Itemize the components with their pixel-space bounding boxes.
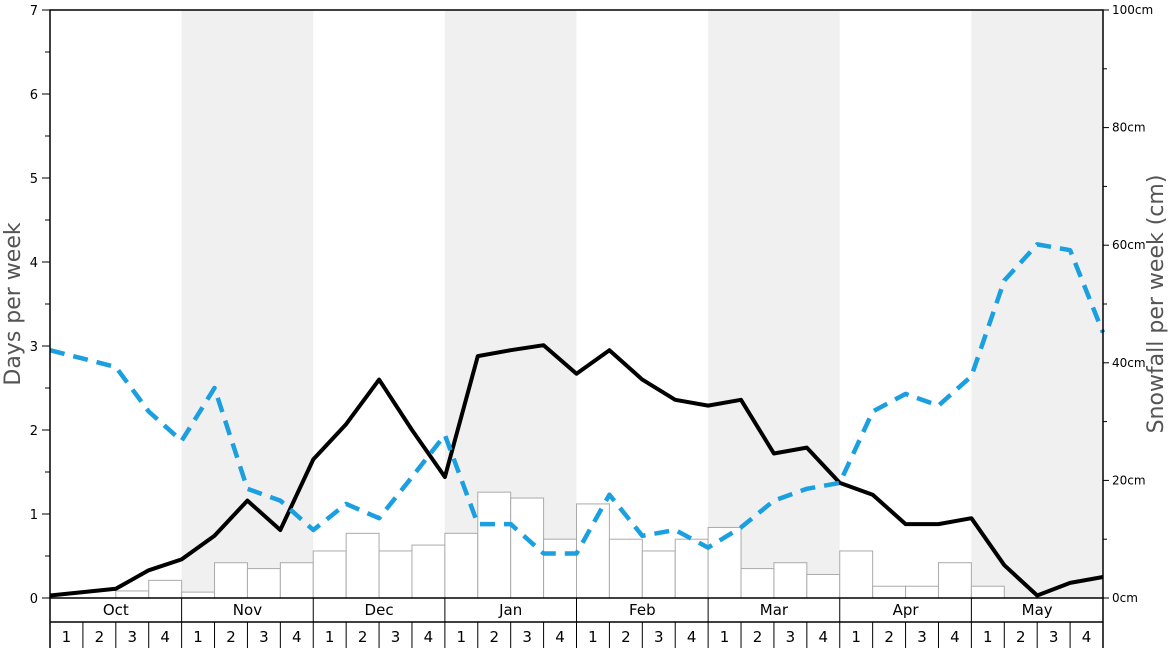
week-label: 2 bbox=[95, 628, 105, 646]
week-label: 2 bbox=[621, 628, 631, 646]
left-tick-label: 5 bbox=[30, 172, 38, 187]
month-shade-mar bbox=[708, 10, 840, 598]
week-label: 3 bbox=[522, 628, 532, 646]
snowfall-bar bbox=[608, 538, 643, 599]
month-label: Feb bbox=[629, 601, 656, 619]
dashed-line bbox=[49, 242, 1106, 556]
week-label: 2 bbox=[884, 628, 894, 646]
month-label: Oct bbox=[103, 601, 129, 619]
snowfall-bar bbox=[246, 568, 281, 599]
week-label: 3 bbox=[654, 628, 664, 646]
snowfall-bar bbox=[674, 538, 709, 599]
week-label: 2 bbox=[1016, 628, 1026, 646]
week-label: 4 bbox=[292, 628, 302, 646]
left-tick-label: 1 bbox=[30, 508, 38, 523]
right-tick-label: 60cm bbox=[1112, 238, 1146, 252]
week-label: 1 bbox=[851, 628, 861, 646]
snowfall-bar bbox=[444, 532, 479, 599]
month-label: Jan bbox=[498, 601, 522, 619]
month-label: Apr bbox=[893, 601, 920, 619]
left-axis: 0 1 2 3 4 5 6 7 bbox=[30, 4, 50, 607]
month-shade-may bbox=[971, 10, 1103, 598]
week-label: 2 bbox=[226, 628, 236, 646]
week-label: 4 bbox=[819, 628, 829, 646]
snowfall-bar bbox=[312, 550, 347, 599]
month-label: May bbox=[1022, 601, 1053, 619]
week-label: 1 bbox=[62, 628, 72, 646]
month-label: Nov bbox=[233, 601, 262, 619]
week-label: 3 bbox=[786, 628, 796, 646]
month-shading bbox=[181, 10, 1103, 598]
snowfall-bars bbox=[115, 491, 1005, 599]
week-label: 4 bbox=[160, 628, 170, 646]
right-tick-label: 40cm bbox=[1112, 356, 1146, 370]
week-label: 1 bbox=[325, 628, 335, 646]
snowfall-bar bbox=[970, 585, 1005, 599]
y-axis-label-left: Days per week bbox=[1, 222, 26, 385]
snowfall-bar bbox=[872, 585, 907, 599]
snowfall-bar bbox=[543, 538, 577, 599]
snowfall-bar bbox=[576, 503, 610, 599]
snowfall-bar bbox=[905, 585, 939, 599]
solid-line bbox=[49, 343, 1104, 598]
week-label: 2 bbox=[753, 628, 763, 646]
right-tick-label: 80cm bbox=[1112, 121, 1146, 135]
snowfall-bar bbox=[378, 550, 413, 599]
week-label: 4 bbox=[950, 628, 960, 646]
week-label: 3 bbox=[127, 628, 137, 646]
snowfall-bar bbox=[279, 562, 314, 599]
snowfall-bar bbox=[477, 491, 512, 599]
right-tick-label: 100cm bbox=[1112, 3, 1153, 17]
month-label: Mar bbox=[760, 601, 789, 619]
left-tick-label: 0 bbox=[30, 592, 38, 607]
right-tick-label: 20cm bbox=[1112, 473, 1146, 487]
snowfall-bar bbox=[411, 544, 446, 599]
snowfall-bar bbox=[181, 591, 216, 599]
snowfall-bar bbox=[214, 562, 248, 599]
snowfall-bar bbox=[510, 497, 545, 599]
left-tick-label: 7 bbox=[30, 4, 38, 19]
left-tick-label: 2 bbox=[30, 424, 38, 439]
snowfall-bar bbox=[148, 579, 183, 599]
week-label: 4 bbox=[424, 628, 434, 646]
month-label: Dec bbox=[365, 601, 394, 619]
week-label: 1 bbox=[588, 628, 598, 646]
week-label: 3 bbox=[391, 628, 401, 646]
week-label: 1 bbox=[193, 628, 203, 646]
week-label: 4 bbox=[687, 628, 697, 646]
snowfall-bar bbox=[806, 573, 841, 599]
week-label: 3 bbox=[259, 628, 269, 646]
snowfall-bar bbox=[115, 590, 150, 599]
week-label: 4 bbox=[555, 628, 565, 646]
y-axis-label-right: Snowfall per week (cm) bbox=[1144, 175, 1168, 434]
snowfall-bar bbox=[773, 562, 808, 599]
week-row: 1 2 3 4 1 2 3 4 1 2 3 4 1 2 3 4 1 2 3 4 1 2 3 4 1 2 3 4 1 2 3 4 bbox=[62, 622, 1092, 648]
week-label: 1 bbox=[457, 628, 467, 646]
day-lines bbox=[49, 242, 1106, 598]
right-tick-label: 0cm bbox=[1112, 591, 1138, 605]
week-label: 2 bbox=[358, 628, 368, 646]
week-label: 3 bbox=[917, 628, 927, 646]
left-tick-label: 3 bbox=[30, 340, 38, 355]
week-label: 3 bbox=[1049, 628, 1059, 646]
snowfall-bar bbox=[345, 532, 380, 599]
snowfall-bar bbox=[937, 562, 972, 599]
right-axis: 0cm 20cm 40cm 60cm 80cm 100cm bbox=[1103, 3, 1153, 605]
snowfall-bar bbox=[839, 550, 874, 599]
week-label: 1 bbox=[720, 628, 730, 646]
snowfall-bar bbox=[641, 550, 676, 599]
week-label: 1 bbox=[983, 628, 993, 646]
left-tick-label: 6 bbox=[30, 88, 38, 103]
left-tick-label: 4 bbox=[30, 256, 38, 271]
snowfall-bar bbox=[740, 568, 775, 599]
week-label: 2 bbox=[489, 628, 499, 646]
week-label: 4 bbox=[1082, 628, 1092, 646]
